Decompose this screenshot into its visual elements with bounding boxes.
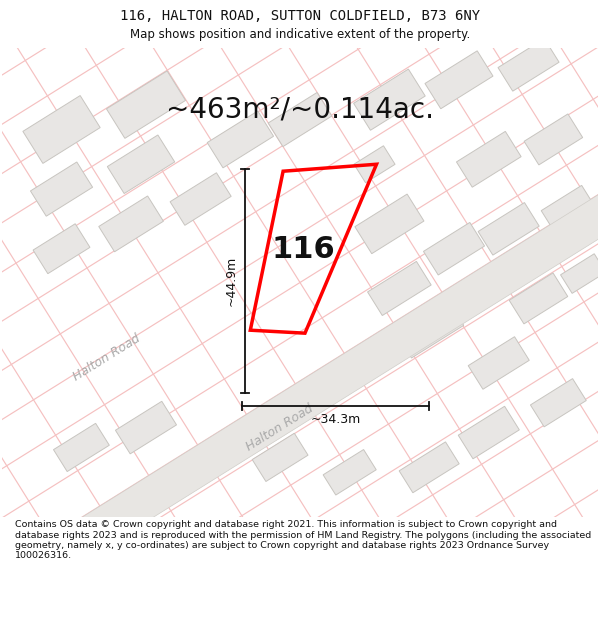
Text: ~44.9m: ~44.9m	[225, 256, 238, 306]
Polygon shape	[107, 135, 175, 194]
Polygon shape	[23, 96, 100, 163]
Polygon shape	[524, 114, 583, 165]
Polygon shape	[560, 254, 600, 293]
Polygon shape	[268, 92, 332, 147]
Polygon shape	[170, 173, 231, 225]
Polygon shape	[399, 442, 459, 493]
Polygon shape	[425, 51, 493, 109]
Polygon shape	[354, 146, 395, 182]
Polygon shape	[323, 449, 376, 495]
Polygon shape	[509, 273, 568, 324]
Polygon shape	[424, 222, 485, 275]
Text: Map shows position and indicative extent of the property.: Map shows position and indicative extent…	[130, 28, 470, 41]
Polygon shape	[541, 186, 595, 232]
Text: Halton Road: Halton Road	[244, 402, 316, 453]
Polygon shape	[115, 401, 176, 454]
Text: ~34.3m: ~34.3m	[311, 413, 361, 426]
Polygon shape	[498, 39, 559, 91]
Polygon shape	[99, 196, 163, 252]
Polygon shape	[53, 423, 109, 472]
Polygon shape	[395, 298, 464, 358]
Polygon shape	[252, 433, 308, 481]
Polygon shape	[368, 261, 431, 316]
Polygon shape	[0, 186, 600, 625]
Polygon shape	[207, 111, 274, 168]
Polygon shape	[355, 194, 424, 254]
Text: Contains OS data © Crown copyright and database right 2021. This information is : Contains OS data © Crown copyright and d…	[15, 520, 591, 561]
Text: 116: 116	[272, 235, 335, 264]
Text: 116, HALTON ROAD, SUTTON COLDFIELD, B73 6NY: 116, HALTON ROAD, SUTTON COLDFIELD, B73 …	[120, 9, 480, 22]
Polygon shape	[468, 337, 529, 389]
Polygon shape	[353, 69, 425, 130]
Polygon shape	[31, 162, 92, 216]
Text: Halton Road: Halton Road	[70, 332, 142, 384]
Polygon shape	[33, 224, 90, 274]
Polygon shape	[530, 379, 586, 427]
Polygon shape	[174, 439, 227, 485]
Text: ~463m²/~0.114ac.: ~463m²/~0.114ac.	[166, 96, 434, 124]
Polygon shape	[458, 406, 520, 459]
Polygon shape	[457, 131, 521, 188]
Polygon shape	[106, 71, 185, 138]
Polygon shape	[478, 202, 539, 255]
